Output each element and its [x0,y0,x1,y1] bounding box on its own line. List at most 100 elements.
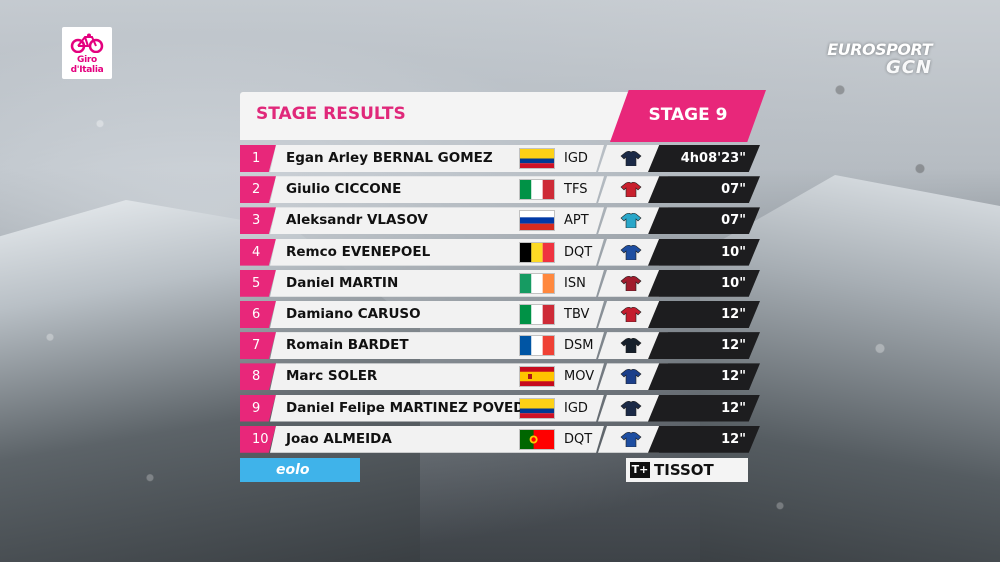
finish-time: 12" [721,369,746,385]
sponsor-eolo: eolo [240,458,360,482]
finish-time: 10" [721,275,746,291]
bicycle-icon [70,33,104,53]
finish-time: 12" [721,338,746,354]
broadcaster-logo: EUROSPORT GCN [812,40,932,78]
header-bar [240,92,640,140]
rank-number: 4 [240,238,276,266]
result-row: 7 Romain BARDET DSM 12" [240,332,760,360]
ireland-flag-icon [520,273,554,293]
rank-number: 6 [240,300,276,328]
result-row: 2 Giulio CICCONE TFS 07" [240,176,760,204]
team-code: DQT [564,244,593,260]
team-code-background [560,145,604,172]
colombia-flag-icon [520,398,554,418]
time-background [648,425,760,453]
results-title: STAGE RESULTS [256,104,406,124]
rider-row-background [270,300,560,328]
team-code-background [560,363,604,391]
spain-flag-icon [520,367,554,387]
rider-row-background [270,207,560,235]
time-background [648,176,760,204]
time-background [648,332,760,360]
rank-number: 7 [240,332,276,360]
rider-name: Marc SOLER [286,368,378,385]
team-jersey-icon [620,306,642,326]
time-background [648,269,760,297]
rider-name: Remco EVENEPOEL [286,243,431,260]
team-code: APT [564,213,589,229]
rank-number: 2 [240,176,276,204]
team-jersey-icon [620,213,642,232]
team-jersey-icon [620,431,642,451]
finish-time: 07" [721,213,746,229]
team-code: TBV [564,306,590,322]
italy-flag-icon [520,180,554,200]
rank-number: 5 [240,269,276,297]
time-background [648,238,760,266]
finish-time: 12" [721,400,746,416]
giro-logo-text: Giro d'Italia [70,55,104,75]
rank-number: 10 [240,425,276,453]
portugal-flag-icon [520,429,554,449]
team-code-background [560,238,604,266]
time-background [648,145,760,172]
rider-name: Aleksandr VLASOV [286,212,428,229]
result-row: 4 Remco EVENEPOEL DQT 10" [240,238,760,266]
tissot-mark-icon: T+ [630,462,650,478]
rider-name: Daniel Felipe MARTINEZ POVEDA [286,399,535,416]
team-code-background [560,394,604,422]
team-code-background [560,207,604,235]
finish-time: 12" [721,306,746,322]
rider-name: Romain BARDET [286,337,409,354]
sponsor-tissot: T+ TISSOT [626,458,748,482]
colombia-flag-icon [520,149,554,168]
team-code-background [560,332,604,360]
rider-name: Daniel MARTIN [286,274,399,291]
team-jersey-icon [620,181,642,201]
team-jersey-icon [620,337,642,357]
team-jersey-icon [620,150,642,170]
time-background [648,394,760,422]
rank-number: 3 [240,207,276,235]
rider-row-background [270,176,560,204]
rank-number: 1 [240,145,276,172]
rider-row-background [270,394,560,422]
rank-number: 9 [240,394,276,422]
result-row: 5 Daniel MARTIN ISN 10" [240,269,760,297]
finish-time: 4h08'23" [680,151,746,166]
result-row: 1 Egan Arley BERNAL GOMEZ IGD 4h08'23" [240,145,760,172]
finish-time: 10" [721,244,746,260]
rider-row-background [270,425,560,453]
belgium-flag-icon [520,242,554,262]
rider-row-background [270,238,560,266]
giro-logo: Giro d'Italia [62,27,112,79]
team-jersey-icon [620,275,642,295]
result-row: 8 Marc SOLER MOV 12" [240,363,760,391]
team-code: DQT [564,431,593,447]
team-jersey-icon [620,400,642,420]
russia-flag-icon [520,211,554,231]
team-code: TFS [564,182,588,198]
results-table: 1 Egan Arley BERNAL GOMEZ IGD 4h08'23" 2 Giul… [240,145,760,457]
team-code-background [560,176,604,204]
time-background [648,207,760,235]
broadcaster-line1: EUROSPORT [827,40,932,59]
rider-name: Egan Arley BERNAL GOMEZ [286,150,493,166]
france-flag-icon [520,336,554,356]
team-code-background [560,269,604,297]
rider-row-background [270,145,560,172]
time-background [648,300,760,328]
finish-time: 07" [721,182,746,198]
rider-row-background [270,363,560,391]
team-code: ISN [564,275,586,291]
rank-number: 8 [240,363,276,391]
rider-name: Joao ALMEIDA [286,430,392,447]
team-code: MOV [564,369,595,385]
result-row: 3 Aleksandr VLASOV APT 07" [240,207,760,235]
team-code: IGD [564,151,588,166]
result-row: 10 Joao ALMEIDA DQT 12" [240,425,760,453]
team-code: IGD [564,400,588,416]
team-code-background [560,300,604,328]
result-row: 6 Damiano CARUSO TBV 12" [240,300,760,328]
team-jersey-icon [620,368,642,388]
